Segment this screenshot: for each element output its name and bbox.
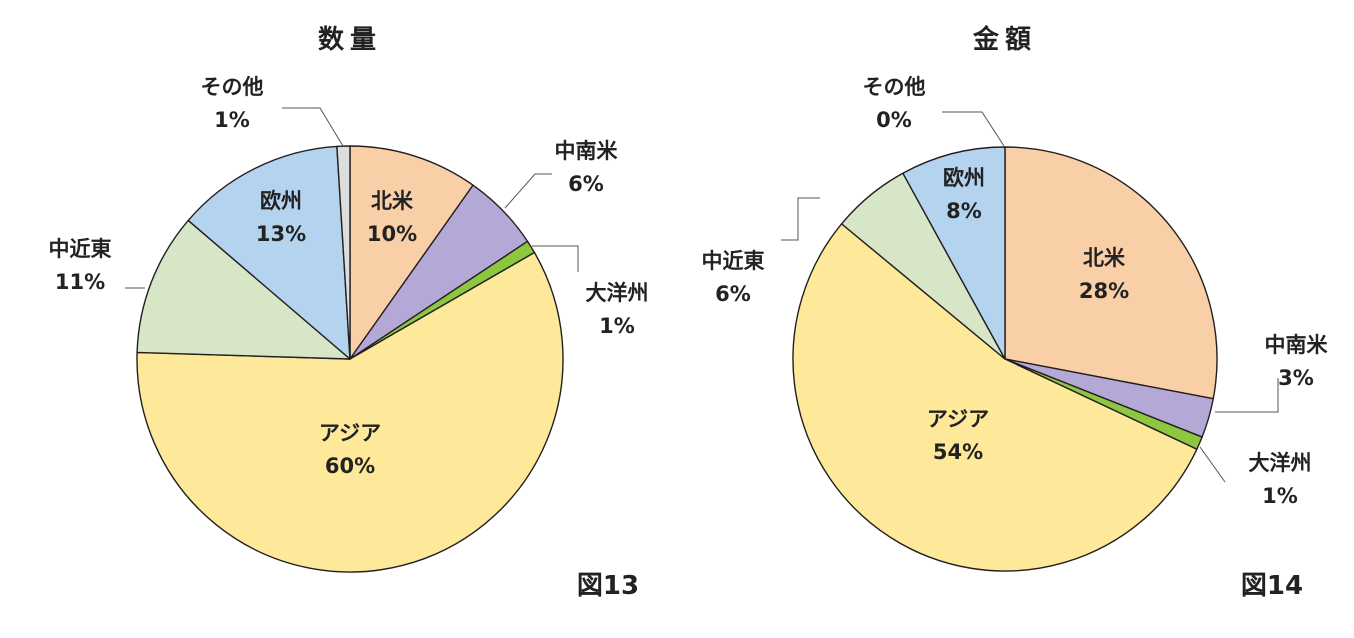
- slice-label: 大洋州: [1249, 451, 1312, 475]
- slice-labels: 北米 28% 中南米 3% 大洋州 1% アジア 54% 中近東 6% 欧州 8% その他 0%: [702, 75, 1329, 508]
- slice-label: アジア: [319, 421, 381, 445]
- pie-slice: [187, 145, 351, 360]
- slice-percent-label: 54%: [933, 440, 983, 464]
- slice-labels: 北米 10% 中南米 6% 大洋州 1% アジア 60% 中近東 11% 欧州 13% その他 1%: [49, 75, 649, 478]
- slice-label: 欧州: [943, 166, 985, 190]
- slice-percent-label: 6%: [715, 282, 751, 306]
- slice-label: 大洋州: [586, 281, 649, 305]
- chart-title: 数量: [318, 25, 382, 55]
- slice-percent-label: 13%: [256, 222, 306, 246]
- leader-line: [282, 107, 344, 147]
- pie-slice: [349, 145, 474, 360]
- leader-line: [1199, 446, 1226, 483]
- pie-chart-amount: 金額 北米 28% 中南米 3% 大洋州 1% アジア 54% 中近東 6% 欧州 8% その他 0% 図…: [702, 24, 1329, 601]
- slice-label: 中近東: [49, 237, 112, 261]
- slice-label: 北米: [371, 189, 414, 213]
- slice-percent-label: 28%: [1079, 279, 1129, 303]
- chart-title: 金額: [972, 24, 1037, 55]
- slice-label: 中近東: [702, 249, 765, 273]
- pie-slice: [792, 223, 1198, 572]
- leader-line: [532, 245, 579, 272]
- leader-line: [781, 197, 820, 241]
- leader-line: [942, 111, 1005, 147]
- figure-number: 図13: [577, 571, 639, 601]
- slice-label: その他: [201, 75, 264, 99]
- slice-percent-label: 1%: [214, 108, 250, 132]
- slice-label: 北米: [1083, 246, 1126, 270]
- slice-label: 欧州: [260, 189, 302, 213]
- slice-label: その他: [863, 75, 926, 99]
- slice-percent-label: 10%: [367, 222, 417, 246]
- slice-label: 中南米: [1265, 333, 1329, 357]
- leader-line: [504, 173, 552, 209]
- pie-slice: [336, 145, 351, 360]
- slice-percent-label: 6%: [568, 172, 604, 196]
- leader-line: [1215, 378, 1279, 413]
- slice-label: 中南米: [555, 139, 619, 163]
- pie-slice: [1004, 146, 1218, 400]
- leader-lines: [781, 111, 1279, 483]
- slice-percent-label: 1%: [599, 314, 635, 338]
- pie-slices: [792, 146, 1218, 572]
- slice-percent-label: 1%: [1262, 484, 1298, 508]
- pie-chart-quantity: 数量 北米 10% 中南米 6% 大洋州 1% アジア 60% 中近東 11% 欧州 13% その他 1%…: [49, 25, 649, 601]
- pie-slice: [136, 219, 351, 360]
- pie-slices: [136, 145, 564, 573]
- figure-number: 図14: [1241, 571, 1303, 601]
- slice-percent-label: 0%: [876, 108, 912, 132]
- slice-label: アジア: [927, 407, 989, 431]
- slice-percent-label: 11%: [55, 270, 105, 294]
- leader-lines: [125, 107, 579, 289]
- slice-percent-label: 8%: [946, 199, 982, 223]
- slice-percent-label: 3%: [1278, 366, 1314, 390]
- pie-slice: [136, 251, 564, 573]
- pie-slice: [902, 146, 1006, 360]
- slice-percent-label: 60%: [325, 454, 375, 478]
